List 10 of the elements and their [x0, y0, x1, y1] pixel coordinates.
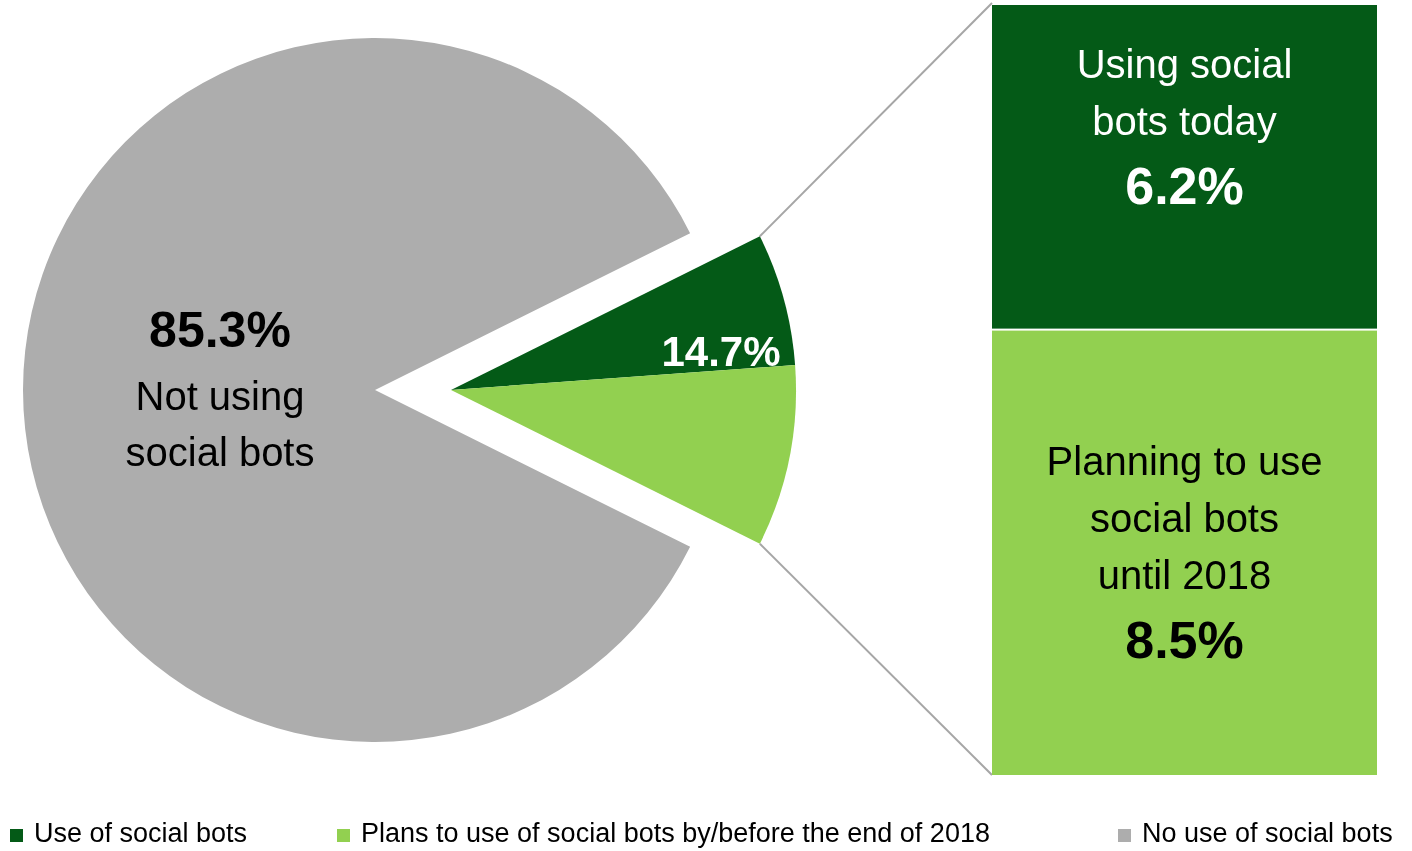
legend-label: No use of social bots: [1142, 818, 1393, 848]
series-label: Planning to use social bots until 2018: [1046, 439, 1323, 598]
series-label: Using social bots today: [1076, 41, 1293, 143]
text: Not using social bots: [125, 374, 315, 474]
data-label: 8.5%: [1125, 611, 1244, 670]
legend-label: Use of social bots: [34, 818, 248, 848]
data-label: 85.3%: [149, 302, 291, 358]
legend-label: Plans to use of social bots by/before the end of 2018: [361, 818, 990, 848]
data-label: 6.2%: [1125, 156, 1244, 215]
text: 14.7%: [661, 328, 781, 375]
